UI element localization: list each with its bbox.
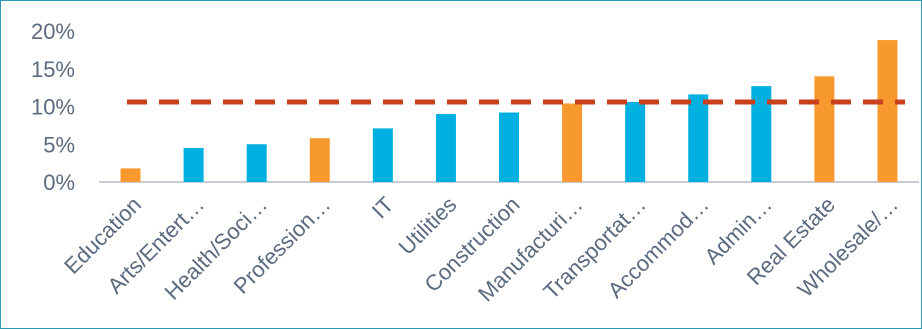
bar xyxy=(751,86,772,182)
y-tick-label: 5% xyxy=(43,132,75,157)
bar xyxy=(688,94,709,182)
bar xyxy=(309,138,330,182)
bar xyxy=(372,128,393,182)
bar xyxy=(877,40,898,183)
y-tick-label: 15% xyxy=(31,57,75,82)
y-tick-label: 0% xyxy=(43,170,75,195)
y-tick-label: 10% xyxy=(31,95,75,120)
bar xyxy=(562,103,583,182)
bar xyxy=(435,114,456,182)
bar xyxy=(120,168,141,182)
bar xyxy=(499,112,519,182)
x-tick-label: IT xyxy=(367,192,399,224)
bar xyxy=(625,101,646,182)
bar xyxy=(183,148,204,182)
bar xyxy=(814,76,835,182)
bar xyxy=(246,144,267,182)
y-tick-label: 20% xyxy=(31,19,75,44)
